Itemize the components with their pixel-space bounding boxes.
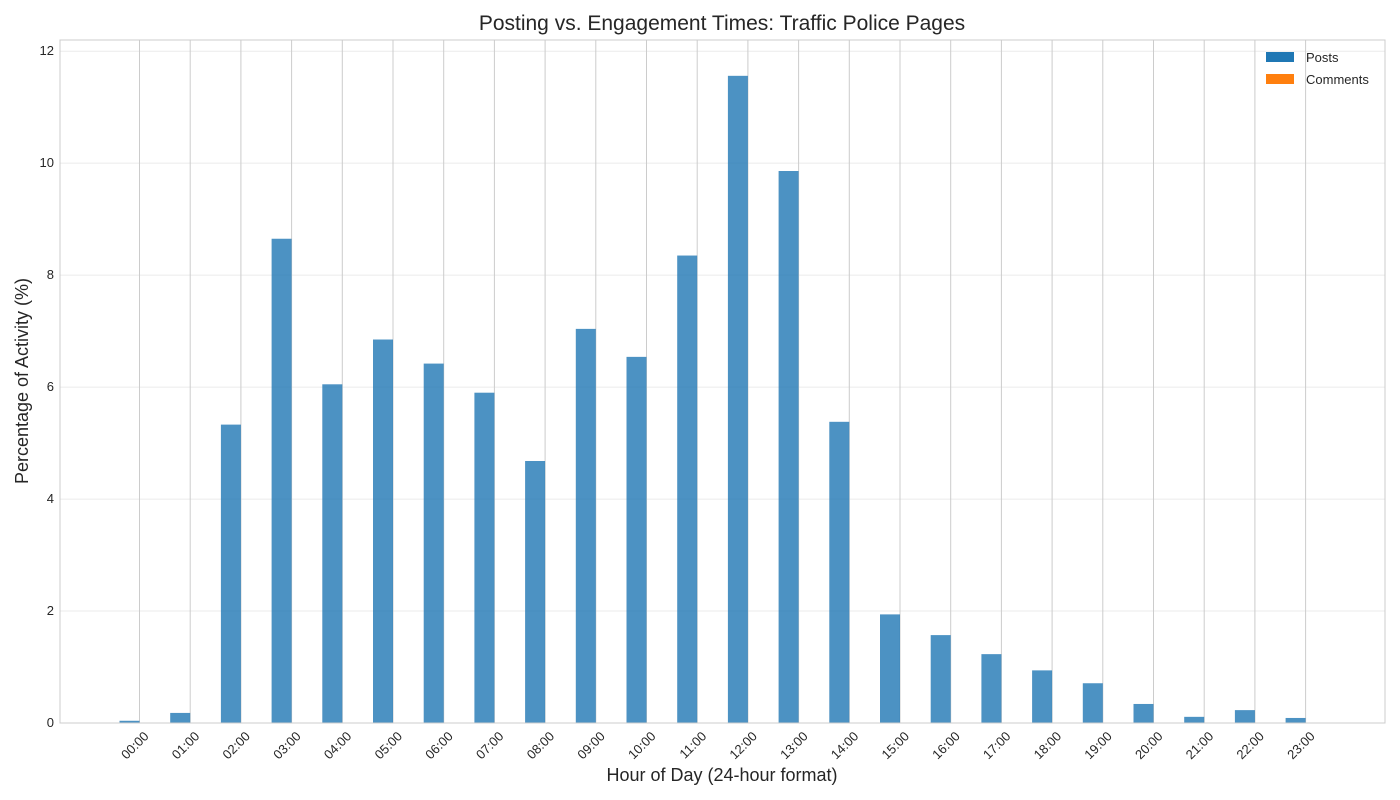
x-axis-label: Hour of Day (24-hour format) [606,765,837,785]
bar-posts-0500 [373,339,393,723]
bar-posts-2100 [1184,716,1205,723]
bar-posts-1000 [626,356,647,723]
bar-posts-0600 [423,363,444,723]
x-tick-label: 10:00 [625,729,659,763]
legend-label-comments: Comments [1306,72,1369,87]
bar-posts-1600 [930,635,951,723]
legend: Posts Comments [1266,50,1369,87]
y-tick-label: 4 [47,491,54,506]
x-tick-label: 00:00 [118,729,152,763]
bar-posts-1900 [1082,683,1103,723]
y-tick-label: 10 [40,155,54,170]
y-tick-label: 6 [47,379,54,394]
bars [119,75,1306,724]
y-tick-label: 2 [47,603,54,618]
bar-posts-0000 [119,720,140,723]
bar-posts-0100 [170,712,191,723]
x-tick-label: 18:00 [1031,729,1065,763]
bar-posts-0400 [322,384,343,723]
legend-swatch-posts [1266,52,1294,62]
x-tick-label: 04:00 [321,729,355,763]
bar-posts-2300 [1285,717,1306,723]
bar-posts-1200 [727,75,748,723]
x-tick-label: 11:00 [676,729,709,762]
bar-posts-1700 [981,654,1002,723]
x-tick-label: 23:00 [1284,729,1318,763]
x-tick-label: 20:00 [1132,729,1166,763]
bar-posts-0300 [271,238,292,723]
x-tick-label: 21:00 [1183,729,1217,763]
x-tick-label: 09:00 [574,729,608,763]
legend-swatch-comments [1266,74,1294,84]
x-tick-label: 13:00 [777,729,811,763]
x-tick-label: 12:00 [726,729,760,763]
chart-title: Posting vs. Engagement Times: Traffic Po… [479,12,965,35]
y-tick-label: 8 [47,267,54,282]
bar-posts-2000 [1133,703,1154,723]
x-tick-label: 03:00 [270,729,304,763]
y-ticks: 0 2 4 6 8 10 12 [40,43,54,730]
bar-posts-1500 [880,614,900,723]
bar-posts-1100 [677,255,698,724]
x-tick-label: 07:00 [473,729,507,763]
y-axis-label: Percentage of Activity (%) [12,278,32,484]
plot-frame [59,39,1386,724]
x-tick-label: 16:00 [929,729,963,763]
x-tick-label: 06:00 [422,729,456,763]
bar-posts-2200 [1234,710,1255,723]
x-tick-label: 05:00 [372,729,406,763]
x-ticks: 00:00 01:00 02:00 03:00 04:00 05:00 06:00 07:00… [118,729,1318,763]
bar-posts-0800 [525,460,546,723]
bar-posts-1300 [778,171,799,723]
x-tick-label: 14:00 [828,729,862,763]
x-tick-label: 08:00 [524,729,558,763]
bar-posts-1800 [1032,670,1053,723]
x-tick-label: 02:00 [219,729,253,763]
y-tick-label: 0 [47,715,54,730]
x-tick-label: 19:00 [1081,729,1115,763]
x-tick-label: 01:00 [169,729,203,763]
bar-posts-0700 [474,392,495,723]
y-tick-label: 12 [40,43,54,58]
x-tick-label: 22:00 [1233,729,1267,763]
legend-label-posts: Posts [1306,50,1339,65]
x-tick-label: 17:00 [980,729,1014,763]
bar-posts-0900 [575,328,596,723]
bar-posts-0200 [220,424,241,723]
x-tick-label: 15:00 [879,729,913,763]
bar-posts-1400 [829,421,850,723]
grid-lines [60,40,1385,723]
